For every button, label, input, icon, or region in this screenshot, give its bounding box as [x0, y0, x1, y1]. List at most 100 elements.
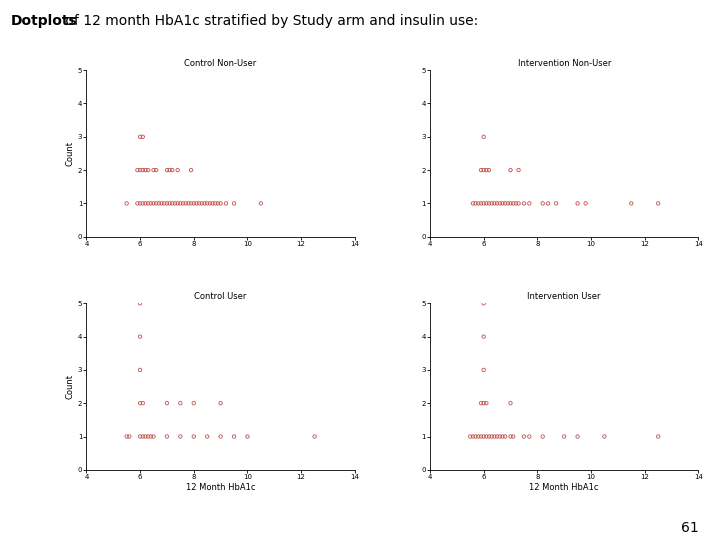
Point — [124, 432, 135, 441]
Point — [652, 432, 664, 441]
Point — [202, 199, 213, 208]
Point — [177, 199, 189, 208]
Point — [172, 166, 184, 174]
Point — [174, 199, 186, 208]
Point — [505, 199, 516, 208]
Point — [478, 132, 490, 141]
Point — [150, 199, 162, 208]
Point — [135, 166, 146, 174]
Point — [706, 199, 718, 208]
Point — [215, 432, 226, 441]
Point — [472, 199, 484, 208]
Point — [180, 199, 192, 208]
Point — [491, 432, 503, 441]
Point — [185, 199, 197, 208]
Point — [135, 199, 146, 208]
Point — [242, 432, 253, 441]
Point — [537, 432, 549, 441]
Point — [472, 432, 484, 441]
X-axis label: 12 Month HbA1c: 12 Month HbA1c — [529, 483, 599, 492]
Point — [196, 199, 207, 208]
Point — [137, 399, 148, 408]
Point — [161, 432, 173, 441]
Point — [550, 199, 562, 208]
Point — [215, 199, 226, 208]
Point — [510, 199, 521, 208]
Point — [137, 432, 148, 441]
Point — [156, 199, 167, 208]
Point — [523, 199, 535, 208]
Point — [121, 432, 132, 441]
Point — [580, 199, 591, 208]
Point — [137, 199, 148, 208]
Point — [480, 199, 492, 208]
Point — [212, 199, 224, 208]
Point — [486, 199, 498, 208]
Point — [255, 199, 266, 208]
Point — [166, 166, 178, 174]
Point — [626, 199, 637, 208]
Point — [505, 432, 516, 441]
Point — [228, 199, 240, 208]
Point — [497, 199, 508, 208]
Point — [491, 199, 503, 208]
Point — [207, 199, 218, 208]
Text: of 12 month HbA1c stratified by Study arm and insulin use:: of 12 month HbA1c stratified by Study ar… — [61, 14, 479, 28]
Point — [478, 432, 490, 441]
Point — [191, 199, 202, 208]
Point — [489, 432, 500, 441]
Point — [505, 166, 516, 174]
Point — [467, 199, 479, 208]
Point — [164, 166, 176, 174]
Point — [183, 199, 194, 208]
Point — [652, 199, 664, 208]
Point — [559, 432, 570, 441]
Point — [194, 199, 205, 208]
Point — [478, 399, 490, 408]
Point — [494, 199, 505, 208]
Point — [470, 432, 482, 441]
Point — [204, 199, 215, 208]
Point — [467, 432, 479, 441]
Point — [140, 166, 151, 174]
Point — [478, 366, 490, 374]
Point — [599, 432, 611, 441]
Point — [166, 199, 178, 208]
Point — [172, 199, 184, 208]
Point — [475, 432, 487, 441]
Point — [210, 199, 221, 208]
Point — [513, 199, 524, 208]
Point — [161, 399, 173, 408]
Point — [135, 299, 146, 308]
Point — [143, 432, 154, 441]
Point — [309, 432, 320, 441]
Point — [513, 166, 524, 174]
Point — [135, 332, 146, 341]
Point — [145, 199, 156, 208]
Point — [150, 166, 162, 174]
Point — [505, 399, 516, 408]
Point — [518, 432, 530, 441]
Y-axis label: Count: Count — [66, 374, 75, 399]
Point — [188, 399, 199, 408]
Point — [148, 199, 159, 208]
Point — [132, 166, 143, 174]
Point — [480, 399, 492, 408]
Point — [143, 166, 154, 174]
Point — [486, 432, 498, 441]
Title: Control User: Control User — [194, 292, 247, 301]
Point — [121, 199, 132, 208]
Point — [140, 432, 151, 441]
Point — [164, 199, 176, 208]
Point — [502, 199, 513, 208]
Point — [137, 166, 148, 174]
Point — [537, 199, 549, 208]
Point — [478, 332, 490, 341]
Point — [220, 199, 232, 208]
Point — [483, 199, 495, 208]
Point — [572, 199, 583, 208]
Point — [161, 199, 173, 208]
Point — [475, 199, 487, 208]
Point — [137, 132, 148, 141]
Point — [475, 166, 487, 174]
